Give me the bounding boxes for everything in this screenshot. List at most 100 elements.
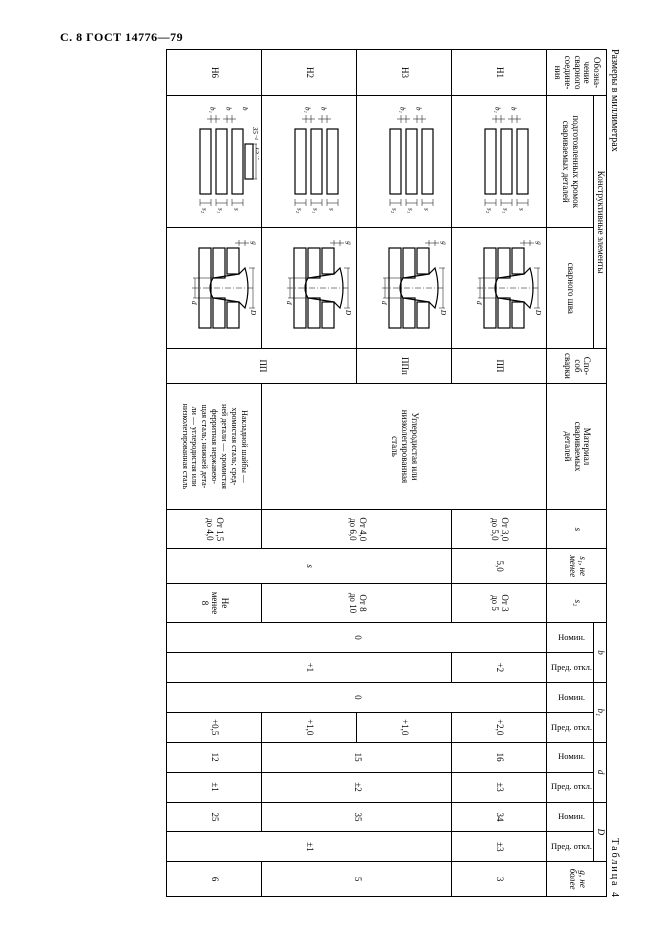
col-prepared-edges: подготовленных кромок свариваемых детале… [547, 96, 594, 228]
col-b-pred: Пред. откл. [547, 652, 594, 682]
table-row: Н6 sbs₁b₁s₂35⁻¹15⁺¹b DgdНакладной шайбы … [167, 50, 262, 897]
svg-text:d: d [285, 301, 293, 305]
cell-b1-nom: 0 [167, 682, 547, 712]
cell-designation: Н1 [452, 50, 547, 96]
svg-text:b: b [320, 107, 328, 111]
svg-text:s₁: s₁ [312, 208, 320, 213]
units-label: Размеры в миллиметрах [609, 49, 620, 152]
table-subheader: Размеры в миллиметрах Таблица 4 [609, 49, 620, 899]
rotated-container: Размеры в миллиметрах Таблица 4 [60, 49, 620, 899]
cell-g: 5 [262, 862, 452, 897]
svg-text:s₂: s₂ [201, 208, 209, 214]
svg-text:b: b [225, 107, 233, 111]
col-D-nom: Номин. [547, 802, 594, 832]
svg-text:b: b [510, 107, 518, 111]
col-b: b [594, 623, 607, 683]
cell-d-pred: ±1 [167, 772, 262, 802]
cell-b1-pred: +1,0 [357, 712, 452, 742]
cell-b-pred: +2 [452, 652, 547, 682]
col-b1-pred: Пред. откл. [547, 712, 594, 742]
specification-table: Обозна- чение сварного соедине- ния Конс… [166, 49, 607, 897]
col-s1: s₁, не менее [547, 549, 607, 584]
svg-text:d: d [380, 301, 388, 305]
svg-text:d: d [475, 301, 483, 305]
col-structural: Конструктивные элементы [594, 96, 607, 349]
svg-text:15⁺¹: 15⁺¹ [254, 147, 259, 160]
cell-b1-pred: +2,0 [452, 712, 547, 742]
cell-d-pred: ±3 [452, 772, 547, 802]
cell-weld-diagram: Dg d [357, 228, 452, 349]
svg-text:s₁: s₁ [217, 208, 225, 213]
cell-s: От 3,0 до 5,0 [452, 510, 547, 549]
svg-text:g: g [250, 242, 258, 246]
cell-designation: Н6 [167, 50, 262, 96]
cell-g: 3 [452, 862, 547, 897]
cell-d-pred: ±2 [262, 772, 452, 802]
cell-D-nom: 25 [167, 802, 262, 832]
cell-s2: От 3 до 5 [452, 583, 547, 622]
cell-edges-diagram: s b s₁ b₁ s₂ [262, 96, 357, 228]
svg-text:b: b [415, 107, 423, 111]
svg-text:s₂: s₂ [486, 208, 494, 214]
cell-D-pred: ±1 [167, 832, 452, 862]
document-page: С. 8 ГОСТ 14776—79 Размеры в миллиметрах… [0, 0, 661, 936]
col-b1-nom: Номин. [547, 682, 594, 712]
svg-text:g: g [345, 242, 353, 246]
cell-designation: Н3 [357, 50, 452, 96]
col-designation: Обозна- чение сварного соедине- ния [547, 50, 607, 96]
rotated-content-area: Размеры в миллиметрах Таблица 4 [60, 49, 620, 899]
svg-text:D: D [344, 309, 352, 315]
cell-material: Накладной шайбы — хромистая сталь; сред-… [167, 383, 262, 510]
col-material: Материал свариваемых деталей [547, 383, 607, 510]
cell-d-nom: 16 [452, 742, 547, 772]
col-D: D [594, 802, 607, 862]
cell-d-nom: 12 [167, 742, 262, 772]
cell-method: ПП [167, 349, 357, 384]
svg-text:s₂: s₂ [391, 208, 399, 214]
cell-weld-diagram: Dgd [167, 228, 262, 349]
cell-method: ППп [357, 349, 452, 384]
col-g: g, не более [547, 862, 607, 897]
svg-text:b: b [241, 107, 249, 111]
svg-text:s: s [423, 208, 431, 211]
cell-s2: Не менее 8 [167, 583, 262, 622]
svg-text:g: g [440, 242, 448, 246]
svg-text:b₁: b₁ [304, 107, 312, 113]
cell-method: ПП [452, 349, 547, 384]
col-d-nom: Номин. [547, 742, 594, 772]
svg-text:b₁: b₁ [209, 107, 217, 113]
cell-s1: 5,0 [452, 549, 547, 584]
svg-text:g: g [535, 242, 543, 246]
cell-weld-diagram: Dgd [452, 228, 547, 349]
cell-b1-pred: +1,0 [262, 712, 357, 742]
cell-b-nom: 0 [167, 623, 547, 653]
svg-text:35⁻¹: 35⁻¹ [251, 126, 259, 140]
cell-s1: s [167, 549, 452, 584]
cell-material: Углеродистая или низколегированная сталь [262, 383, 547, 510]
cell-designation: Н2 [262, 50, 357, 96]
cell-D-pred: ±3 [452, 832, 547, 862]
col-D-pred: Пред. откл. [547, 832, 594, 862]
cell-g: 6 [167, 862, 262, 897]
cell-D-nom: 34 [452, 802, 547, 832]
svg-text:s₁: s₁ [502, 208, 510, 213]
col-s: s [547, 510, 607, 549]
svg-text:D: D [439, 309, 447, 315]
col-weld-seam: сварного шва [547, 228, 594, 349]
cell-b-pred: +1 [167, 652, 452, 682]
cell-edges-diagram: s b s₁ b₁ s₂ [452, 96, 547, 228]
col-b-nom: Номин. [547, 623, 594, 653]
svg-text:s: s [328, 208, 336, 211]
svg-text:s₂: s₂ [296, 208, 304, 214]
cell-b1-pred: +0,5 [167, 712, 262, 742]
table-header: Обозна- чение сварного соедине- ния Конс… [547, 50, 607, 897]
svg-text:b₁: b₁ [399, 107, 407, 113]
col-d-pred: Пред. откл. [547, 772, 594, 802]
col-s2: s₂ [547, 583, 607, 622]
cell-s: От 1,5 до 4,0 [167, 510, 262, 549]
svg-text:b₁: b₁ [494, 107, 502, 113]
col-b1: b₁ [594, 682, 607, 742]
table-body: Н1 s b s₁ b₁ s₂ Dg d ППУглеродистая или низкол… [167, 50, 547, 897]
svg-text:s: s [518, 208, 526, 211]
cell-d-nom: 15 [262, 742, 452, 772]
